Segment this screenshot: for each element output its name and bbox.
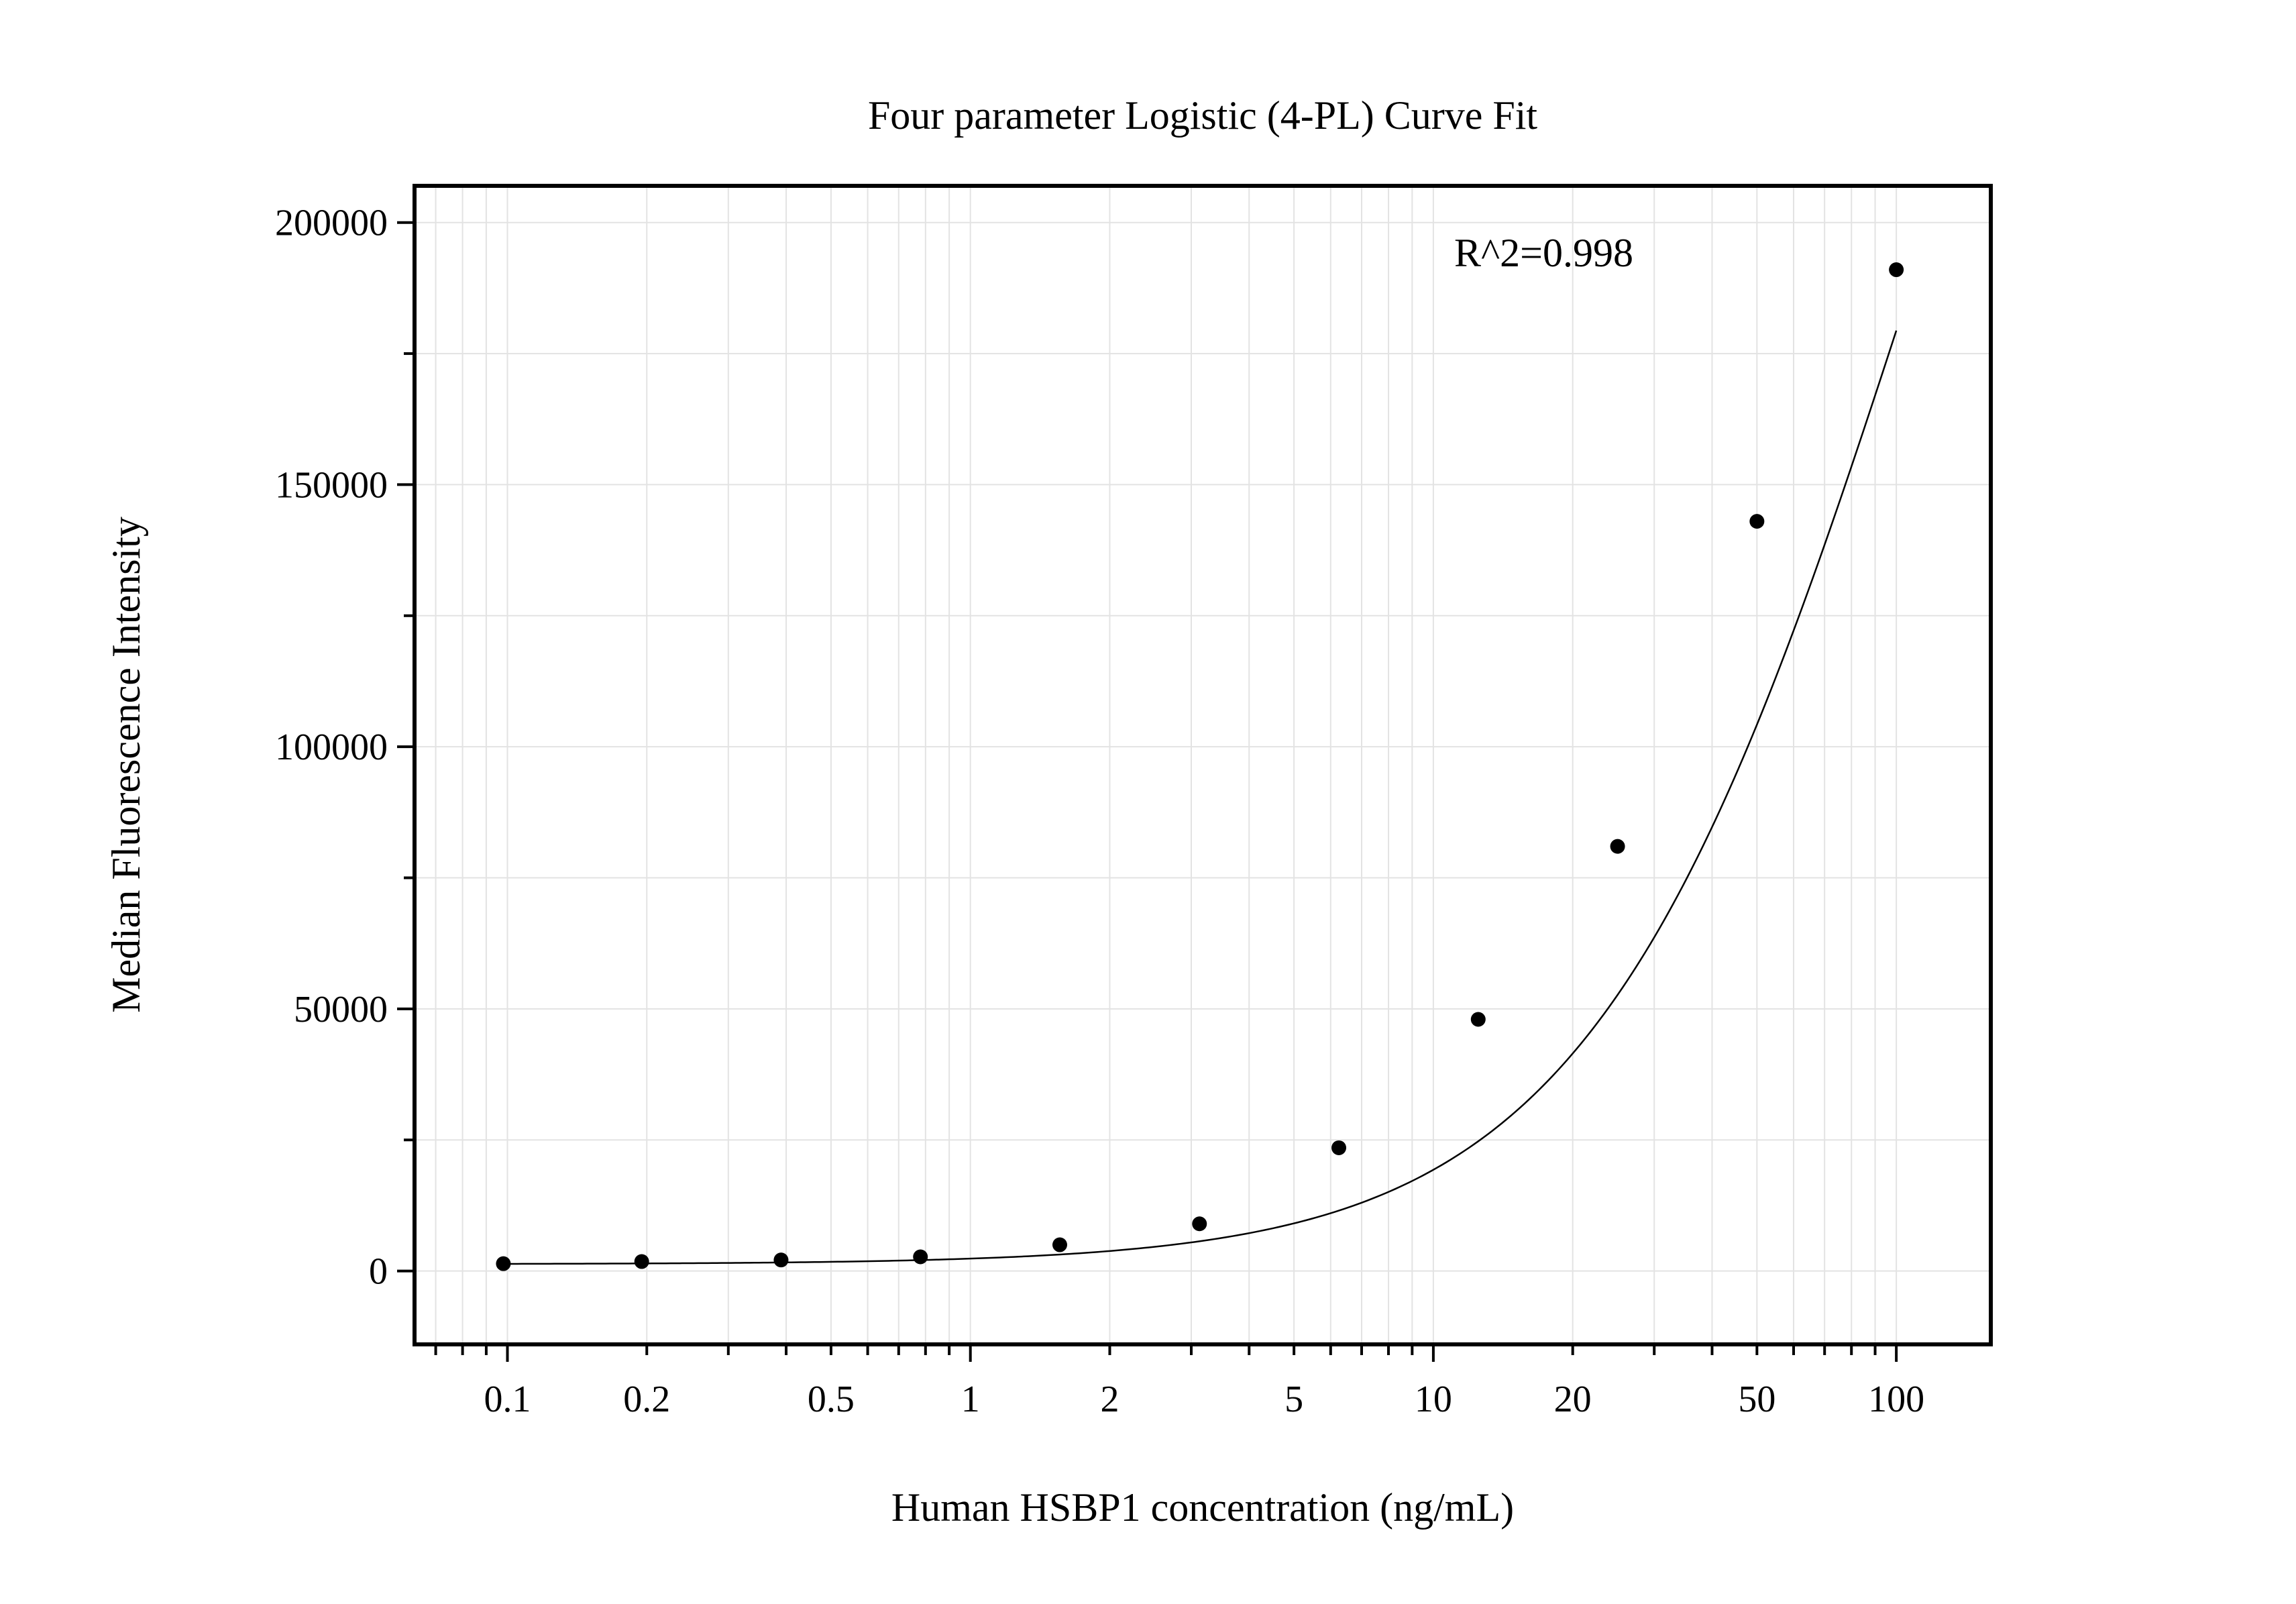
y-tick-label: 200000 bbox=[275, 203, 388, 244]
r-squared-annotation: R^2=0.998 bbox=[1454, 231, 1633, 275]
x-tick-label: 0.5 bbox=[808, 1379, 855, 1420]
data-point bbox=[1052, 1237, 1067, 1252]
tick-labels: 0.1 0.2 0.5 1 2 5 10 20 50 100 0 50000 100000 150000 2… bbox=[275, 203, 1924, 1420]
data-point bbox=[1610, 839, 1625, 854]
axis-ticks bbox=[397, 221, 1898, 1362]
fit-curve bbox=[503, 330, 1898, 1265]
plot-frame bbox=[413, 184, 1993, 1346]
data-point bbox=[1470, 1012, 1486, 1027]
grid bbox=[415, 186, 1991, 1344]
chart-title: Four parameter Logistic (4-PL) Curve Fit bbox=[868, 93, 1537, 138]
data-point bbox=[1331, 1140, 1347, 1155]
y-tick-label: 50000 bbox=[294, 989, 388, 1030]
y-tick-label: 100000 bbox=[275, 727, 388, 768]
x-tick-label: 100 bbox=[1868, 1379, 1924, 1420]
x-tick-label: 0.1 bbox=[484, 1379, 531, 1420]
x-tick-label: 20 bbox=[1554, 1379, 1592, 1420]
data-point bbox=[1889, 262, 1904, 278]
data-point bbox=[634, 1254, 649, 1269]
data-point bbox=[496, 1256, 511, 1271]
x-tick-label: 5 bbox=[1284, 1379, 1303, 1420]
x-tick-label: 0.2 bbox=[623, 1379, 670, 1420]
x-tick-label: 1 bbox=[961, 1379, 980, 1420]
data-points bbox=[496, 262, 1904, 1271]
x-tick-label: 2 bbox=[1100, 1379, 1119, 1420]
x-axis-title: Human HSBP1 concentration (ng/mL) bbox=[891, 1485, 1514, 1530]
x-tick-label: 10 bbox=[1415, 1379, 1452, 1420]
data-point bbox=[1749, 514, 1765, 529]
y-tick-label: 0 bbox=[369, 1251, 388, 1293]
y-tick-label: 150000 bbox=[275, 464, 388, 506]
data-point bbox=[1192, 1216, 1207, 1232]
x-tick-label: 50 bbox=[1738, 1379, 1775, 1420]
y-axis-title: Median Fluorescence Intensity bbox=[104, 517, 148, 1013]
data-point bbox=[773, 1252, 789, 1268]
data-point bbox=[913, 1249, 928, 1265]
